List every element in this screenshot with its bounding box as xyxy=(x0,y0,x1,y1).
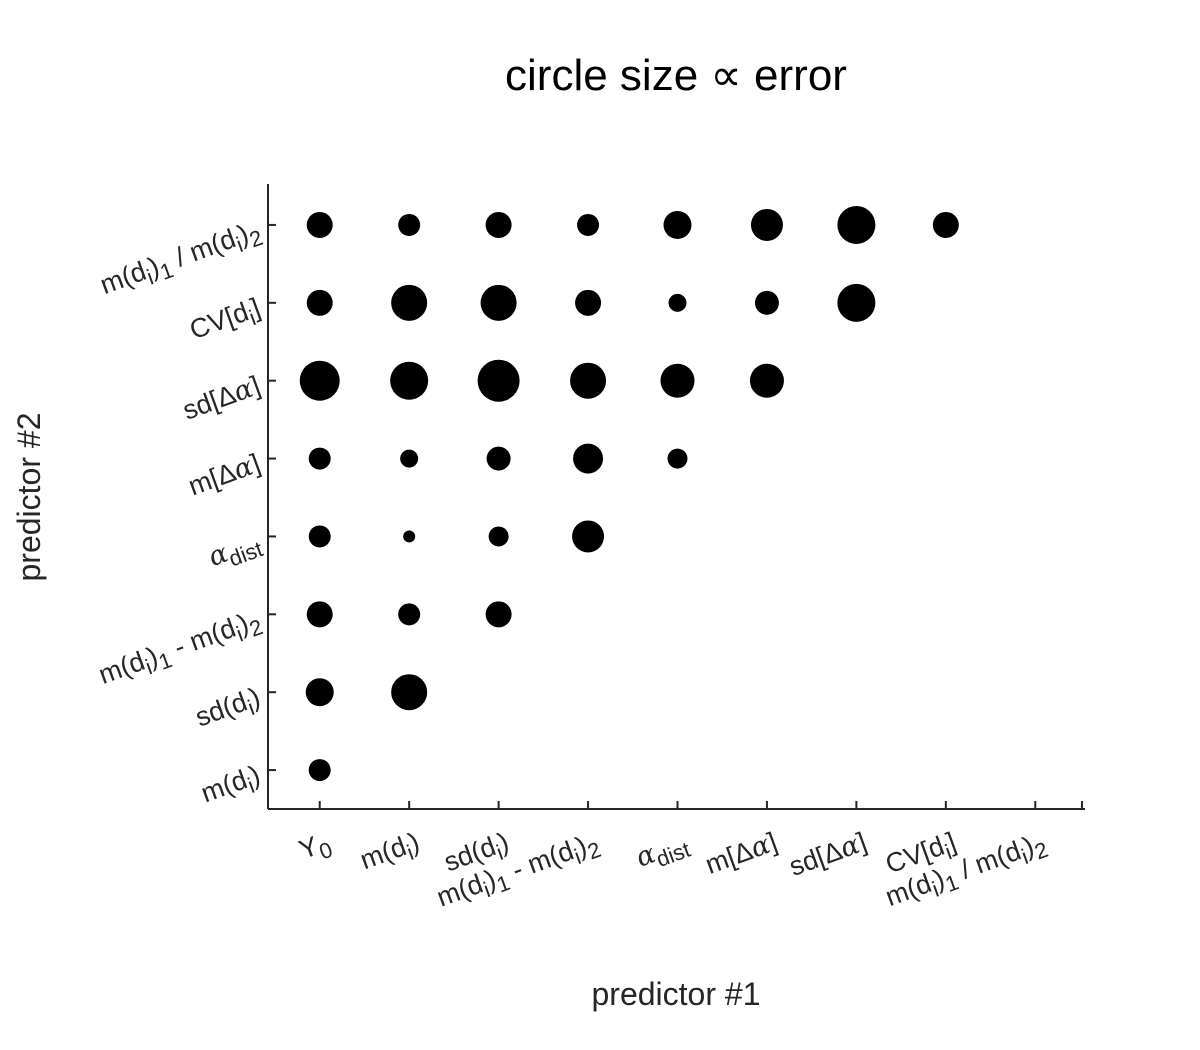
data-point xyxy=(485,601,512,628)
axes xyxy=(267,184,1085,810)
data-point xyxy=(391,284,428,321)
data-point xyxy=(398,213,421,236)
data-point xyxy=(667,448,688,469)
data-point xyxy=(572,520,605,553)
x-tick-label: m[Δα] xyxy=(701,826,781,880)
data-point xyxy=(398,603,421,626)
data-point xyxy=(400,449,419,468)
x-tick-label: αdist xyxy=(632,826,694,878)
y-axis-ticks: m(di) sd(di)m(di)1 - m(di)2 αdist m[Δα] sd[Δ… xyxy=(95,214,276,814)
x-axis-ticks: Y0 m(di) sd(di)m(di)1 - m(di)2 αdist m[Δα] sd… xyxy=(295,801,1083,913)
data-point xyxy=(577,213,600,236)
data-point xyxy=(306,211,333,238)
data-point xyxy=(749,363,784,398)
data-points xyxy=(299,205,959,782)
data-point xyxy=(390,361,429,400)
data-point xyxy=(391,674,428,711)
y-tick-label: sd[Δα] xyxy=(179,370,265,426)
data-point xyxy=(570,362,607,399)
data-point xyxy=(660,363,695,398)
data-point xyxy=(305,678,334,707)
data-point xyxy=(837,283,876,322)
y-tick-label: m(di) xyxy=(197,760,266,814)
data-point xyxy=(306,601,333,628)
x-axis-label: predictor #1 xyxy=(592,976,761,1012)
data-point xyxy=(837,205,876,244)
data-point xyxy=(306,289,333,316)
data-point xyxy=(754,290,779,315)
data-point xyxy=(308,759,331,782)
chart-title: circle size ∝ error xyxy=(505,51,847,100)
data-point xyxy=(486,446,511,471)
data-point xyxy=(403,530,416,543)
data-point xyxy=(573,443,604,474)
y-tick-label: αdist xyxy=(204,526,266,578)
y-tick-label: m[Δα] xyxy=(184,448,264,502)
x-tick-label: Y0 xyxy=(295,826,336,870)
data-point xyxy=(308,525,331,548)
data-point xyxy=(668,293,687,312)
data-point xyxy=(663,210,692,239)
y-tick-label: m(di)1 - m(di)2 xyxy=(95,604,266,696)
data-point xyxy=(485,211,512,238)
x-tick-label: sd[Δα] xyxy=(785,826,871,882)
y-axis-label: predictor #2 xyxy=(11,413,47,582)
x-tick-label: m(di) xyxy=(356,826,425,880)
data-point xyxy=(488,526,509,547)
data-point xyxy=(932,211,959,238)
data-point xyxy=(750,208,783,241)
data-point xyxy=(575,289,602,316)
data-point xyxy=(477,359,520,402)
data-point xyxy=(308,447,331,470)
data-point xyxy=(299,360,340,401)
y-tick-label: sd(di) xyxy=(191,682,266,739)
y-tick-label: CV[di] xyxy=(186,292,266,351)
data-point xyxy=(480,284,517,321)
y-tick-label: m(di)1 / m(di)2 xyxy=(96,214,266,305)
